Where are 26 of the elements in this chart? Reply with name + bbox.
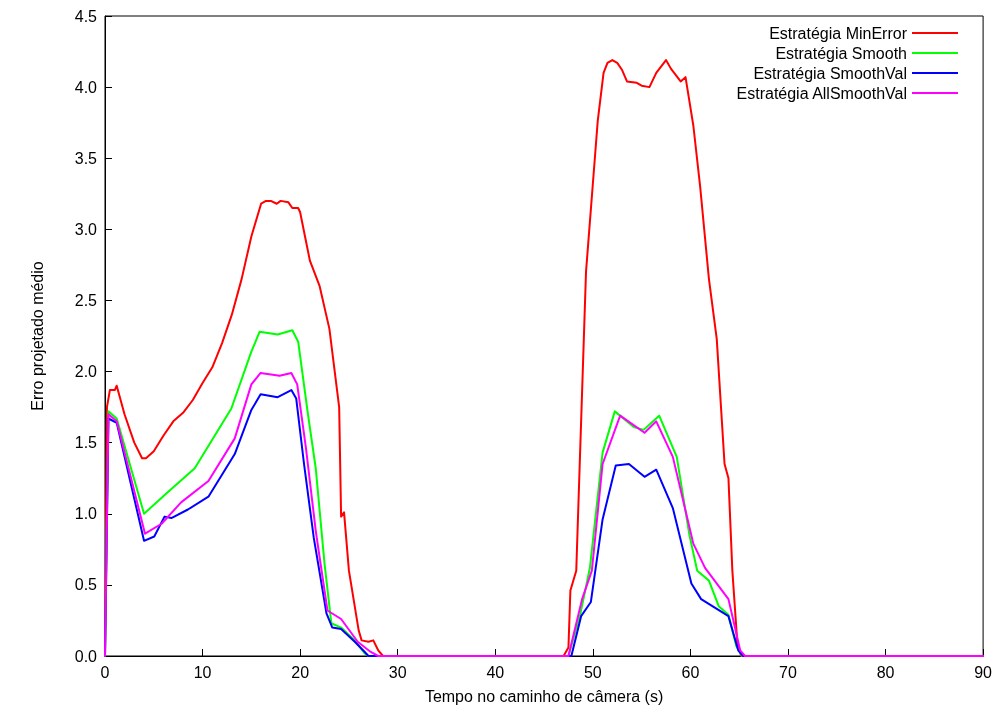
y-tick-label: 0.5 [74, 576, 98, 594]
y-tick-label: 3.0 [74, 220, 98, 238]
x-tick-label: 30 [388, 663, 407, 681]
y-tick-label: 2.0 [74, 363, 98, 381]
y-tick-label: 1.5 [74, 434, 98, 452]
y-tick-label: 4.0 [74, 78, 98, 96]
y-axis-title: Erro projetado médio [28, 261, 46, 411]
x-axis-title: Tempo no caminho de câmera (s) [424, 687, 664, 705]
y-tick-label: 2.5 [74, 291, 98, 309]
x-tick-label: 90 [974, 663, 993, 681]
legend-label: Estratégia MinError [769, 24, 908, 42]
legend-label: Estratégia Smooth [775, 44, 907, 62]
x-tick-label: 50 [583, 663, 602, 681]
y-tick-label: 4.5 [74, 7, 98, 25]
y-tick-label: 0.0 [74, 647, 98, 665]
x-tick-label: 10 [193, 663, 212, 681]
x-tick-label: 60 [681, 663, 700, 681]
x-tick-label: 70 [779, 663, 797, 681]
x-tick-label: 0 [100, 663, 110, 681]
x-tick-label: 40 [486, 663, 505, 681]
y-tick-label: 3.5 [74, 149, 98, 167]
legend-label: Estratégia AllSmoothVal [736, 84, 907, 102]
x-tick-label: 80 [876, 663, 895, 681]
x-tick-label: 20 [291, 663, 310, 681]
y-tick-label: 1.0 [74, 505, 98, 523]
legend-label: Estratégia SmoothVal [753, 64, 907, 82]
